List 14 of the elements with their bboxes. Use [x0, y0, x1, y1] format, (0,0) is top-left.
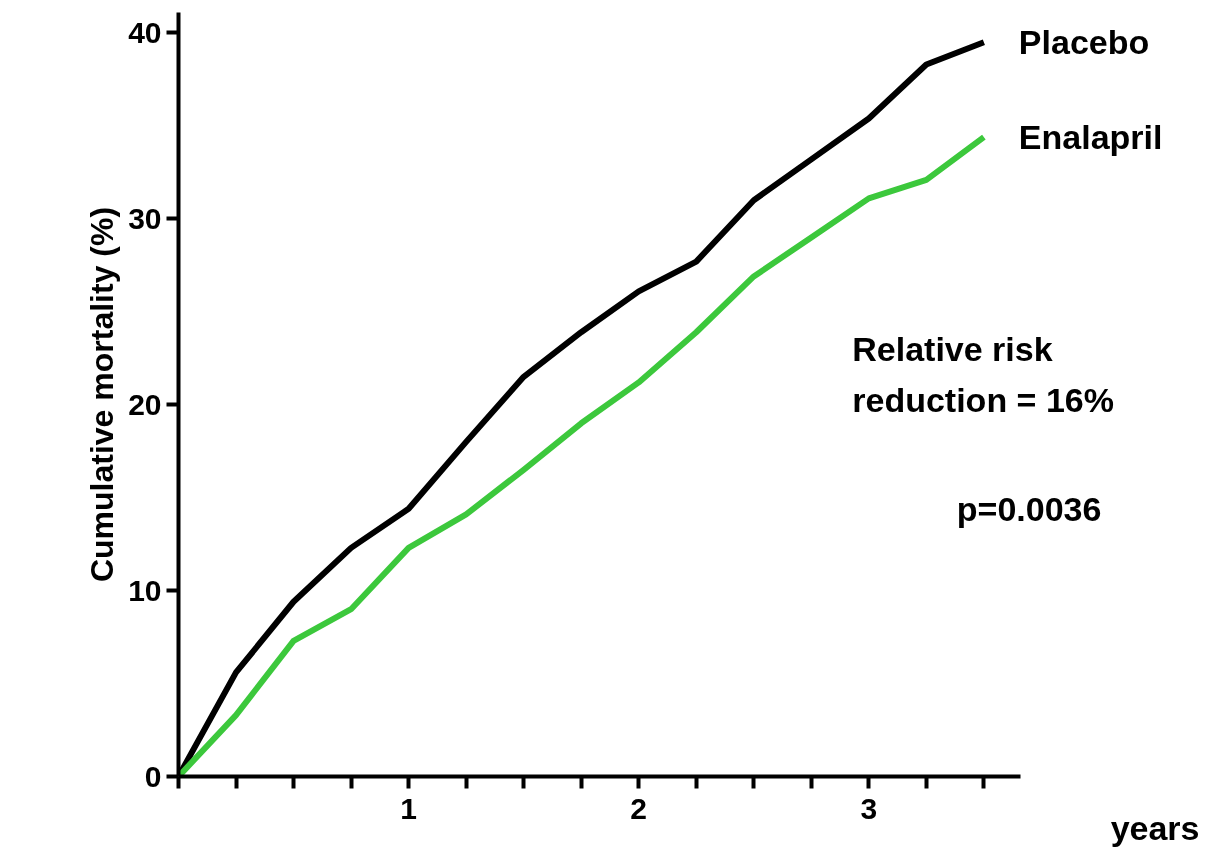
annotation: p=0.0036 — [956, 490, 1102, 529]
series-label: Placebo — [1018, 23, 1150, 62]
series-label: Enalapril — [1018, 118, 1163, 157]
y-axis-title: Cumulative mortality (%) — [84, 206, 121, 583]
y-tick-label: 30 — [128, 201, 162, 235]
y-tick-label: 0 — [144, 759, 162, 793]
x-axis-title: years — [1110, 808, 1200, 847]
x-tick-label: 2 — [630, 791, 648, 825]
x-tick-label: 3 — [860, 791, 878, 825]
y-tick-label: 40 — [128, 15, 162, 49]
y-tick-label: 10 — [128, 573, 162, 607]
annotation: Relative risk reduction = 16% — [852, 329, 1114, 419]
x-tick-label: 1 — [400, 791, 417, 825]
y-tick-label: 20 — [128, 387, 162, 421]
